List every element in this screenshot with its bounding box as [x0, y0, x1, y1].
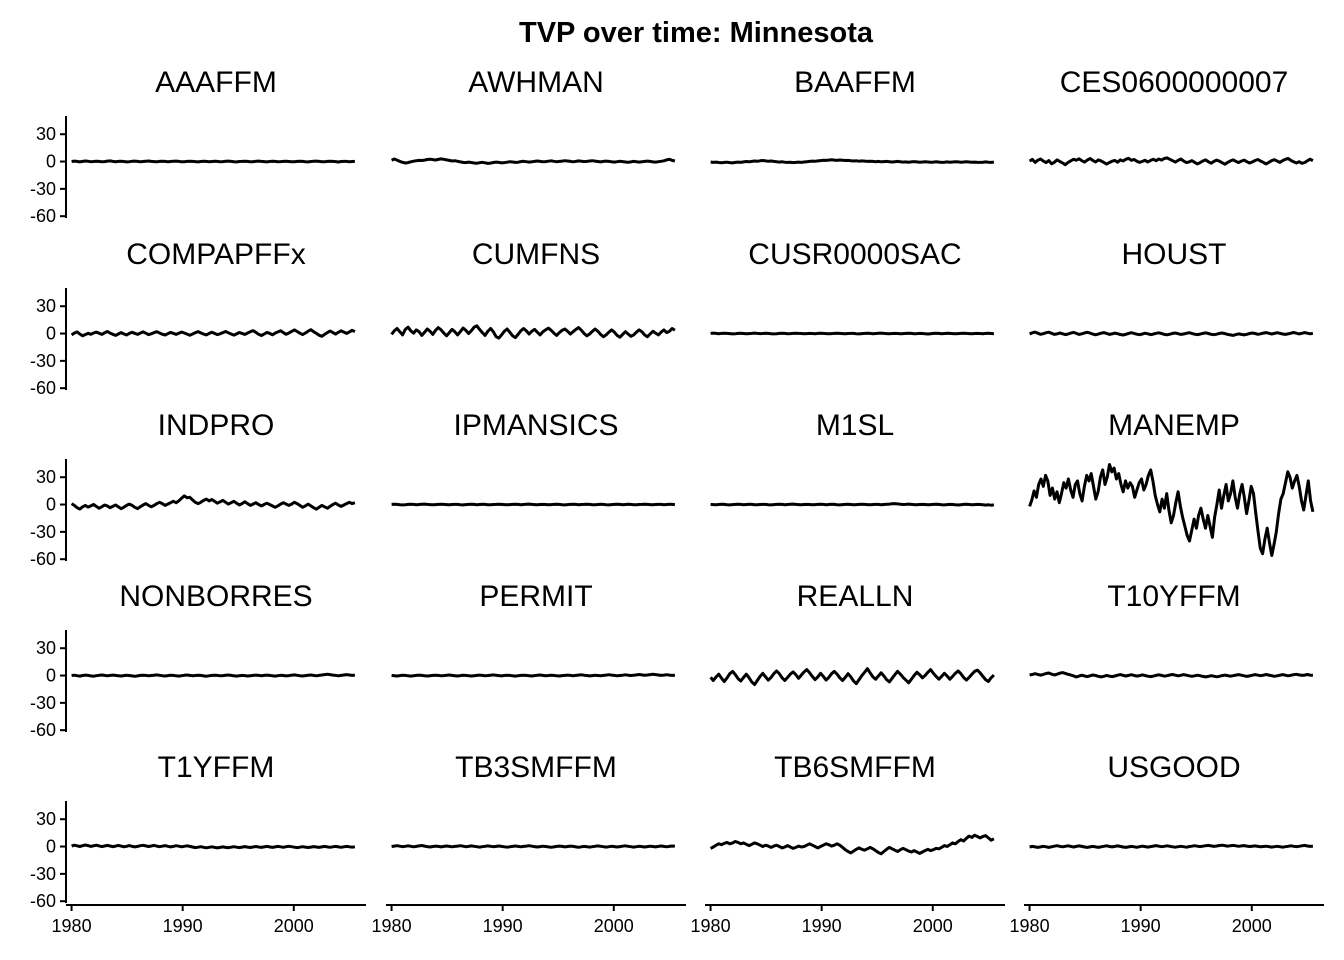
panel-title: T10YFFM: [1107, 580, 1240, 613]
series-line-tb6smffm: [709, 833, 995, 856]
panel-title: NONBORRES: [119, 580, 312, 613]
y-tick-label: -60: [30, 549, 56, 569]
panel-permit: PERMIT: [391, 580, 676, 678]
series-line-t1yffm: [71, 843, 356, 850]
y-tick-label: 0: [46, 152, 56, 172]
x-tick-label: 1990: [163, 916, 203, 936]
x-tick-label: 2000: [274, 916, 314, 936]
panel-title: TB6SMFFM: [774, 751, 936, 784]
panel-ces0600000007: CES0600000007: [1028, 66, 1314, 167]
y-tick-label: 30: [36, 809, 56, 829]
y-tick-label: 0: [46, 666, 56, 686]
x-tick-label: 1990: [483, 916, 523, 936]
y-tick-label: 30: [36, 124, 56, 144]
x-tick-label: 2000: [594, 916, 634, 936]
y-tick-label: -30: [30, 351, 56, 371]
series-line-tb3smffm: [391, 844, 676, 849]
panel-title: CES0600000007: [1060, 66, 1289, 99]
series-line-permit: [391, 672, 676, 678]
panel-aaaffm: AAAFFM 30 0 -30 -60: [30, 66, 355, 226]
y-tick-label: -60: [30, 206, 56, 226]
panel-title: CUMFNS: [472, 238, 600, 271]
panel-title: COMPAPFFx: [126, 238, 305, 271]
y-tick-label: 0: [46, 495, 56, 515]
y-tick-label: -60: [30, 891, 56, 911]
y-tick-label: -60: [30, 720, 56, 740]
panel-nonborres: NONBORRES 30 0 -30 -60: [30, 580, 356, 740]
panel-tb6smffm: TB6SMFFM 1980 1990 2000: [691, 751, 1005, 936]
x-tick-label: 1980: [1010, 916, 1050, 936]
panel-title: IPMANSICS: [453, 409, 618, 442]
series-line-nonborres: [71, 672, 356, 678]
panel-baaffm: BAAFFM: [710, 66, 995, 165]
x-tick-label: 2000: [913, 916, 953, 936]
panel-title: AAAFFM: [155, 66, 277, 99]
y-tick-label: -60: [30, 378, 56, 398]
series-line-manemp: [1028, 463, 1315, 557]
y-tick-label: 30: [36, 467, 56, 487]
facet-panels: AAAFFM 30 0 -30 -60 AWHMAN BAAFFM CES0600000007…: [30, 66, 1324, 936]
x-tick-label: 2000: [1232, 916, 1272, 936]
series-line-cumfns: [390, 324, 676, 340]
series-line-m1sl: [710, 502, 995, 507]
panel-m1sl: M1SL: [710, 409, 995, 507]
series-line-aaaffm: [71, 159, 355, 164]
y-tick-label: 0: [46, 324, 56, 344]
panel-awhman: AWHMAN: [390, 66, 676, 165]
panel-cusr0000sac: CUSR0000SAC: [710, 238, 995, 336]
y-tick-label: -30: [30, 179, 56, 199]
series-line-indpro: [70, 494, 356, 511]
series-line-usgood: [1029, 843, 1314, 849]
panel-usgood: USGOOD 1980 1990 2000: [1010, 751, 1324, 936]
panel-title: HOUST: [1122, 238, 1227, 271]
series-line-ces0600000007: [1028, 156, 1314, 167]
panel-compapffx: COMPAPFFx 30 0 -30 -60: [30, 238, 356, 398]
panel-title: REALLN: [797, 580, 914, 613]
x-tick-label: 1980: [52, 916, 92, 936]
y-tick-label: 30: [36, 638, 56, 658]
panel-title: PERMIT: [479, 580, 592, 613]
series-line-awhman: [390, 157, 676, 165]
series-line-t10yffm: [1029, 671, 1314, 679]
series-line-baaffm: [710, 158, 995, 165]
y-tick-label: -30: [30, 864, 56, 884]
panel-t1yffm: T1YFFM 30 0 -30 -60 1980 1990 2000: [30, 751, 366, 936]
series-line-compapffx: [70, 328, 356, 338]
panel-manemp: MANEMP: [1028, 409, 1315, 557]
y-tick-label: -30: [30, 693, 56, 713]
series-line-ipmansics: [391, 502, 676, 507]
series-line-cusr0000sac: [710, 331, 995, 336]
panel-title: M1SL: [816, 409, 894, 442]
panel-houst: HOUST: [1028, 238, 1314, 337]
series-line-houst: [1028, 330, 1314, 337]
panel-title: TB3SMFFM: [455, 751, 617, 784]
y-tick-label: -30: [30, 522, 56, 542]
panel-title: BAAFFM: [794, 66, 916, 99]
panel-indpro: INDPRO 30 0 -30 -60: [30, 409, 356, 569]
chart-title: TVP over time: Minnesota: [519, 17, 874, 49]
y-tick-label: 30: [36, 296, 56, 316]
panel-t10yffm: T10YFFM: [1029, 580, 1314, 679]
panel-title: INDPRO: [158, 409, 275, 442]
x-tick-label: 1980: [372, 916, 412, 936]
panel-ipmansics: IPMANSICS: [391, 409, 676, 507]
panel-realln: REALLN: [709, 580, 995, 687]
x-tick-label: 1980: [691, 916, 731, 936]
x-tick-label: 1990: [1121, 916, 1161, 936]
panel-title: CUSR0000SAC: [748, 238, 961, 271]
panel-title: MANEMP: [1108, 409, 1240, 442]
panel-title: T1YFFM: [158, 751, 275, 784]
x-tick-label: 1990: [802, 916, 842, 936]
y-tick-label: 0: [46, 837, 56, 857]
panel-cumfns: CUMFNS: [390, 238, 676, 340]
panel-title: AWHMAN: [468, 66, 604, 99]
panel-tb3smffm: TB3SMFFM 1980 1990 2000: [372, 751, 686, 936]
panel-title: USGOOD: [1107, 751, 1240, 784]
series-line-realln: [709, 667, 995, 687]
